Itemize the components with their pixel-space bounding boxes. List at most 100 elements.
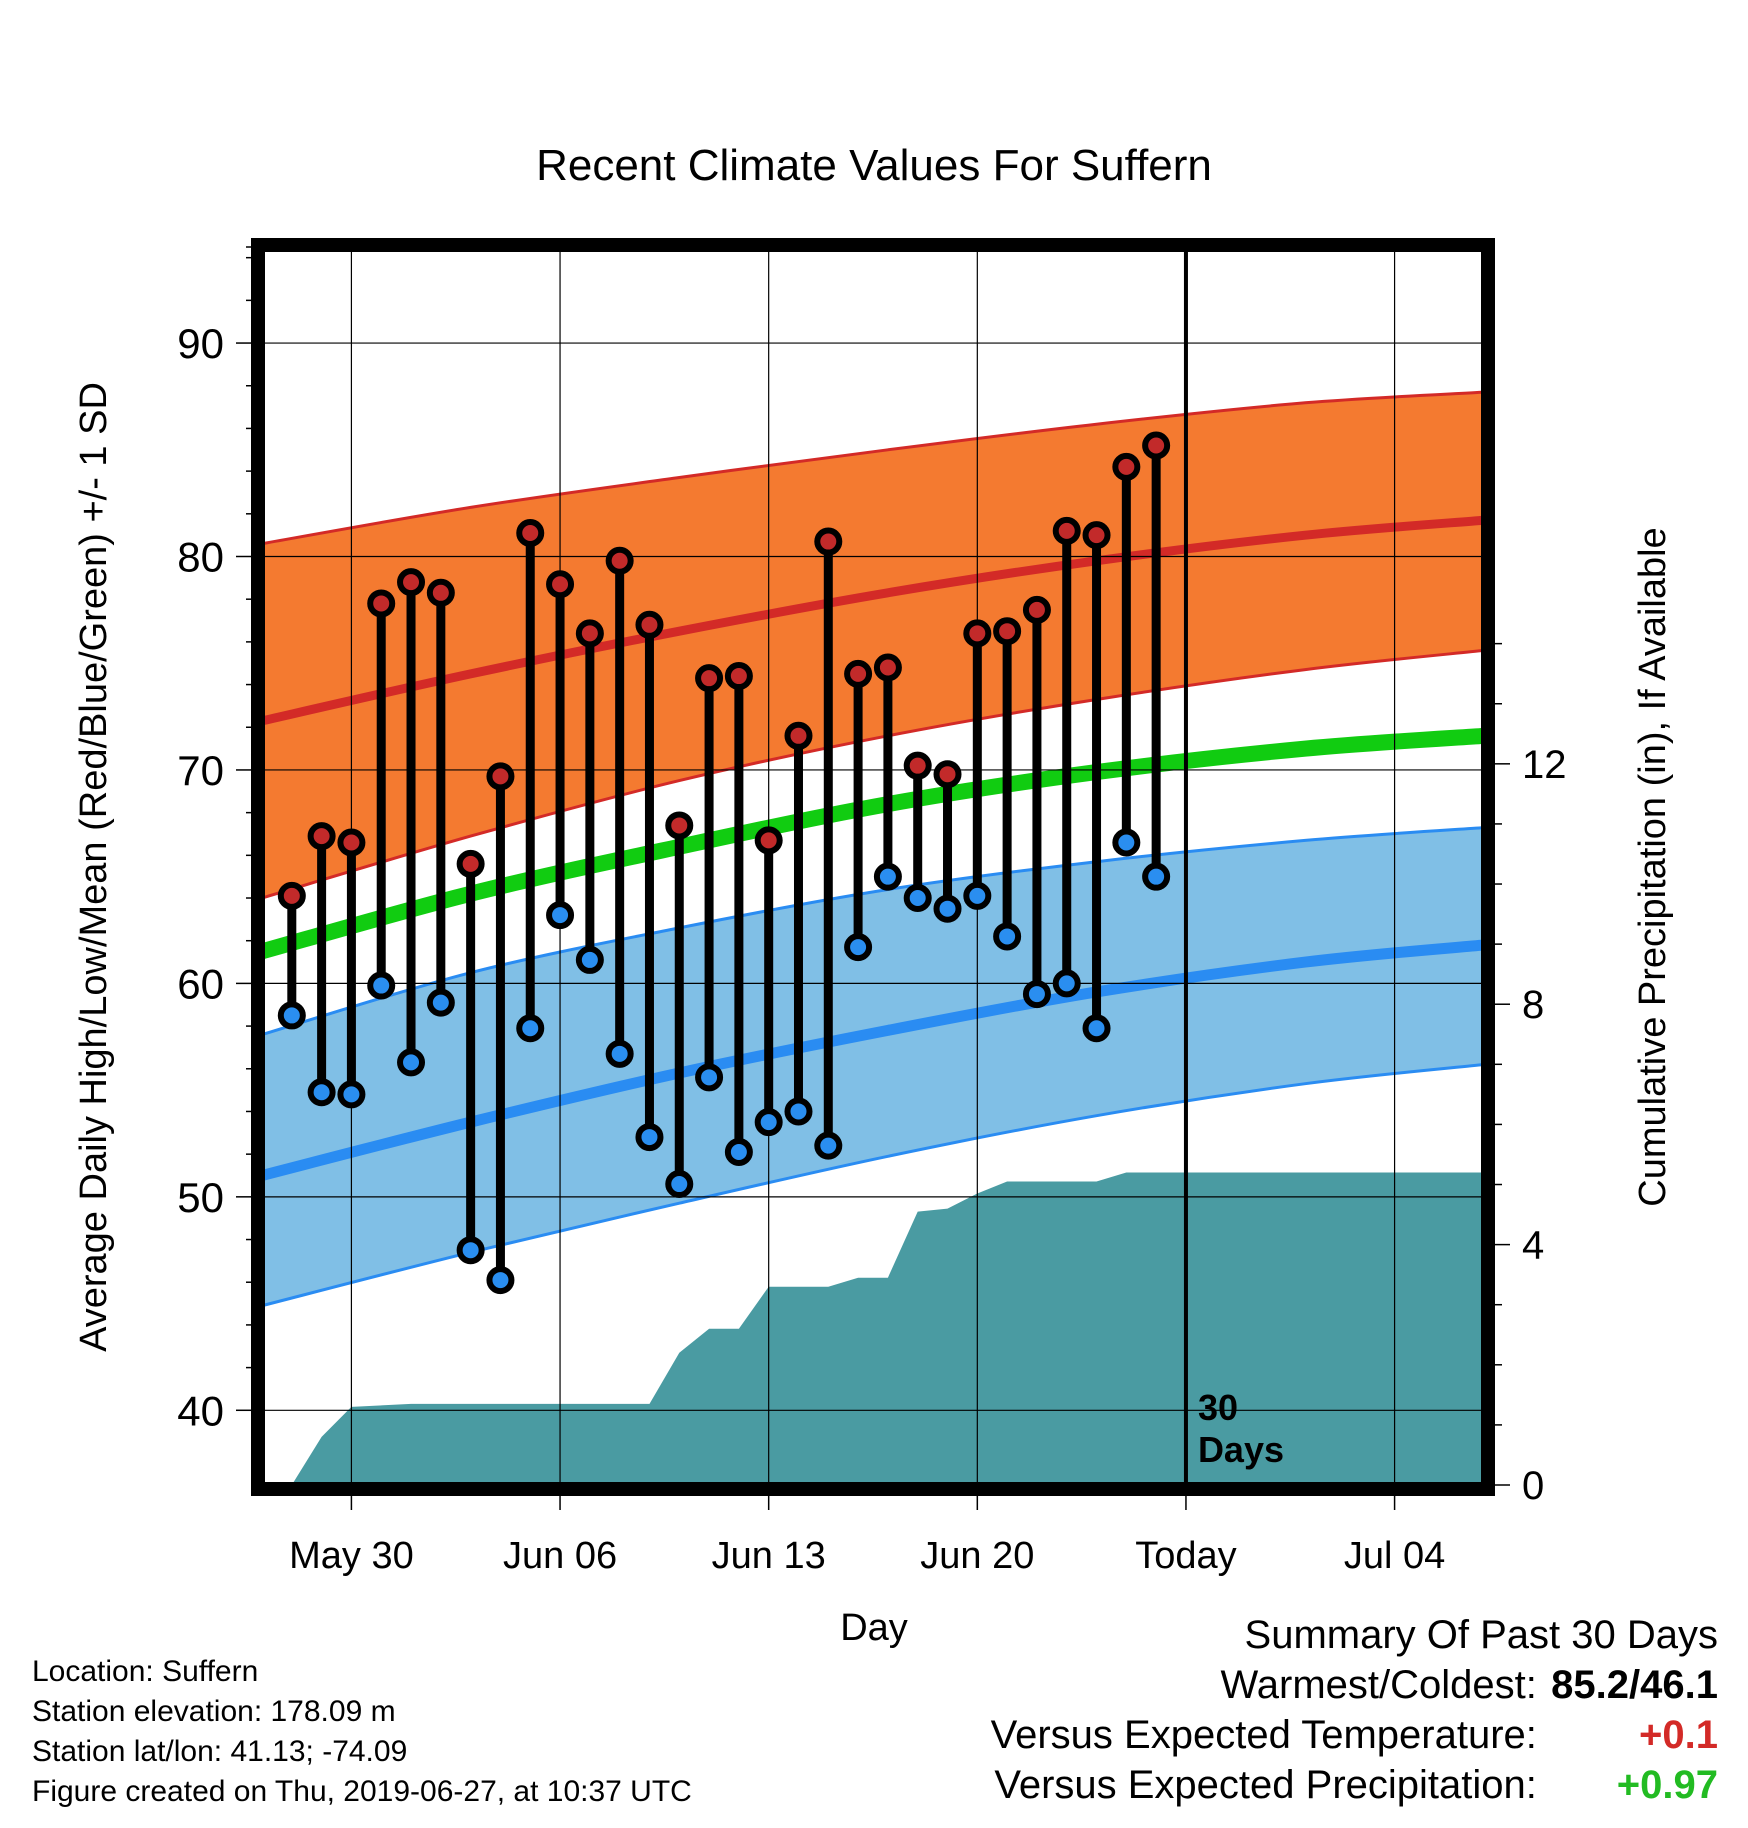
x-tick-label: Jun 20 [920,1535,1034,1577]
obs-low-point [1112,828,1141,857]
latlon-text: Station lat/lon: 41.13; -74.09 [32,1735,408,1768]
obs-low-point [337,1080,366,1109]
temp-departure-label: Versus Expected Temperature: [990,1713,1537,1757]
left-tick-label: 70 [177,747,224,794]
x-tick-label: May 30 [289,1535,414,1577]
summary-title: Summary Of Past 30 Days [1244,1613,1718,1657]
obs-high-point [516,519,545,548]
obs-low-point [546,901,575,930]
obs-low-point [486,1266,515,1295]
obs-high-point [873,653,902,682]
x-tick-label: Jun 13 [712,1535,826,1577]
obs-low-point [426,988,455,1017]
left-axis: 40 50 60 70 80 90 [177,246,252,1434]
x-tick-label: Today [1135,1535,1236,1577]
obs-low-point [635,1123,664,1152]
obs-low-point [277,1001,306,1030]
right-axis: 0 4 8 12 [1494,642,1567,1508]
obs-high-point [1142,431,1171,460]
warmest-coldest-row: Warmest/Coldest: 85.2/46.1 [991,1660,1719,1710]
obs-high-point [486,762,515,791]
plot-frame [251,238,1495,1496]
obs-low-point [963,881,992,910]
y-axis-label-right: Cumulative Precipitation (in), If Availa… [1632,527,1674,1206]
elevation-text: Station elevation: 178.09 m [32,1695,396,1728]
obs-low-point [307,1078,336,1107]
obs-high-point [814,527,843,556]
obs-high-point [993,617,1022,646]
obs-low-point [873,862,902,891]
observations [277,431,1171,1295]
obs-low-point [903,884,932,913]
obs-low-point [516,1014,545,1043]
obs-low-point [784,1097,813,1126]
y-axis-label-left: Average Daily High/Low/Mean (Red/Blue/Gr… [73,382,115,1352]
normal-high-upper-line [262,390,1484,546]
obs-high-point [1022,595,1051,624]
obs-high-point [546,570,575,599]
temp-departure-row: Versus Expected Temperature: +0.1 [991,1710,1718,1760]
obs-high-point [903,751,932,780]
obs-high-point [1052,516,1081,545]
today-days-label: Days [1198,1429,1284,1470]
obs-low-point [397,1048,426,1077]
left-tick-label: 40 [177,1387,224,1434]
obs-high-point [754,826,783,855]
right-tick-label: 4 [1522,1224,1544,1268]
obs-low-point [844,933,873,962]
obs-low-point [575,945,604,974]
warmest-coldest-label: Warmest/Coldest: [1220,1663,1537,1707]
obs-high-point [665,811,694,840]
obs-low-point [605,1039,634,1068]
obs-high-point [426,578,455,607]
obs-low-point [695,1063,724,1092]
obs-high-point [397,568,426,597]
obs-low-point [367,971,396,1000]
x-tick-label: Jul 04 [1344,1535,1445,1577]
x-axis-label: Day [840,1607,908,1649]
obs-low-point [814,1131,843,1160]
obs-high-point [1112,452,1141,481]
normal-low-band [262,827,1484,1306]
x-axis: May 30 Jun 06 Jun 13 Jun 20 Today Jul 04 [289,1496,1445,1577]
obs-low-point [1022,980,1051,1009]
obs-low-point [993,922,1022,951]
created-text: Figure created on Thu, 2019-06-27, at 10… [32,1775,692,1808]
obs-low-point [1052,969,1081,998]
precip-departure-row: Versus Expected Precipitation: +0.97 [991,1760,1718,1810]
obs-high-point [575,619,604,648]
obs-low-point [1142,862,1171,891]
left-tick-label: 90 [177,320,224,367]
obs-high-point [635,610,664,639]
obs-high-point [933,760,962,789]
obs-low-point [456,1236,485,1265]
today-days-count: 30 [1198,1387,1238,1428]
obs-high-point [1082,521,1111,550]
obs-high-point [963,619,992,648]
obs-low-point [1082,1014,1111,1043]
chart-title: Recent Climate Values For Suffern [536,141,1212,190]
obs-low-point [754,1108,783,1137]
obs-high-point [277,881,306,910]
left-tick-label: 50 [177,1174,224,1221]
left-tick-label: 60 [177,960,224,1007]
obs-high-point [307,822,336,851]
right-tick-label: 0 [1522,1464,1544,1508]
summary-panel: Summary Of Past 30 Days Warmest/Coldest:… [991,1610,1718,1810]
x-tick-label: Jun 06 [503,1535,617,1577]
obs-high-point [724,662,753,691]
warmest-coldest-value: 85.2/46.1 [1551,1663,1718,1707]
station-info: Location: Suffern Station elevation: 178… [32,1652,692,1812]
obs-high-point [367,589,396,618]
obs-low-point [724,1138,753,1167]
precip-departure-label: Versus Expected Precipitation: [994,1763,1537,1807]
obs-high-point [605,546,634,575]
obs-high-point [337,828,366,857]
obs-high-point [844,659,873,688]
obs-low-point [933,894,962,923]
obs-high-point [456,849,485,878]
precip-departure-value: +0.97 [1616,1763,1718,1807]
normal-high-band [262,392,1484,898]
left-tick-label: 80 [177,534,224,581]
